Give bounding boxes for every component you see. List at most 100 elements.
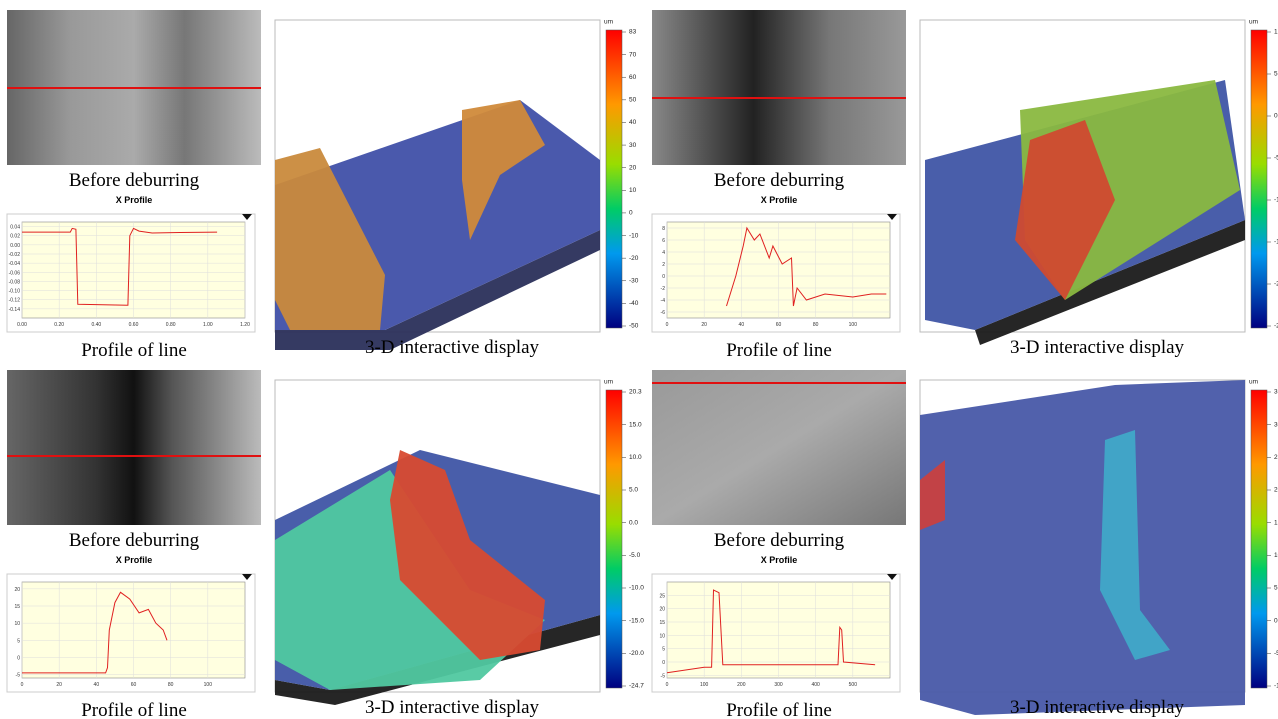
x-tick-label: 100 <box>849 322 858 328</box>
x-tick-label: 500 <box>849 682 858 688</box>
y-tick-label: 15 <box>14 604 20 610</box>
x-tick-label: 1.00 <box>203 322 213 328</box>
colorbar-label: -40 <box>629 300 639 307</box>
display-caption: 3-D interactive display <box>365 697 540 718</box>
y-tick-label: 0.02 <box>10 234 20 240</box>
colorbar-unit: um <box>1249 379 1258 386</box>
y-tick-label: 0 <box>662 660 665 666</box>
y-tick-label: 25 <box>659 593 665 599</box>
y-tick-label: -0.10 <box>9 289 21 295</box>
colorbar-label: -5.0 <box>629 552 641 559</box>
colorbar-label: -20 <box>629 255 639 262</box>
x-tick-label: 300 <box>774 682 783 688</box>
profile-caption: Profile of line <box>81 340 187 361</box>
colorbar <box>1251 390 1267 688</box>
y-tick-label: 2 <box>662 262 665 268</box>
x-tick-label: 0 <box>666 682 669 688</box>
colorbar-label: 0. <box>1274 617 1278 624</box>
colorbar-label: 36. <box>1274 389 1278 396</box>
y-tick-label: 8 <box>662 226 665 232</box>
colorbar-label: -30 <box>629 277 639 284</box>
image-caption: Before deburring <box>69 170 200 191</box>
colorbar-label: 50 <box>629 97 637 104</box>
micrograph <box>652 370 906 525</box>
x-tick-label: 200 <box>737 682 746 688</box>
y-tick-label: -0.04 <box>9 261 21 267</box>
colorbar-unit: um <box>1249 19 1258 26</box>
y-tick-label: -0.14 <box>9 307 21 313</box>
x-tick-label: 0.20 <box>54 322 64 328</box>
colorbar-label: -10.0 <box>629 585 644 592</box>
colorbar-label: 15. <box>1274 519 1278 526</box>
y-tick-label: 0 <box>662 274 665 280</box>
colorbar-label: 0.0 <box>629 519 638 526</box>
figure: Before deburring X Profile 0.0 0 0.20 0. 40 0.6… <box>0 0 1278 719</box>
colorbar <box>606 30 622 328</box>
y-tick-label: 10 <box>14 621 20 627</box>
colorbar-label: -15.0 <box>1274 239 1278 246</box>
colorbar-label: 83 <box>629 29 637 36</box>
profile-title: X Profile <box>761 195 798 205</box>
image-caption: Before deburring <box>714 530 845 551</box>
colorbar-unit: um <box>604 19 613 26</box>
display-caption: 3-D interactive display <box>1010 697 1185 718</box>
colorbar-label: 30. <box>1274 421 1278 428</box>
surface-region <box>920 380 1245 715</box>
y-tick-label: 0.04 <box>10 225 20 231</box>
y-tick-label: -2 <box>661 286 666 292</box>
colorbar-label: 25. <box>1274 454 1278 461</box>
colorbar-label: 30 <box>629 142 637 149</box>
y-tick-label: -0.02 <box>9 252 21 258</box>
y-tick-label: -5 <box>661 673 666 679</box>
x-tick-label: 0 <box>21 682 24 688</box>
profile-title: X Profile <box>116 195 153 205</box>
profile-caption: Profile of line <box>726 700 832 719</box>
x-tick-label: 0.80 <box>166 322 176 328</box>
colorbar <box>1251 30 1267 328</box>
y-tick-label: 5 <box>662 647 665 653</box>
colorbar-label: 10 <box>629 187 637 194</box>
colorbar-label: 10. <box>1274 552 1278 559</box>
colorbar-label: 5.0 <box>1274 71 1278 78</box>
colorbar-label: -23.9 <box>1274 323 1278 330</box>
colorbar-label: -10.0 <box>1274 197 1278 204</box>
x-tick-label: 40 <box>94 682 100 688</box>
colorbar-label: -15.0 <box>629 617 644 624</box>
colorbar-label: 20. <box>1274 487 1278 494</box>
x-tick-label: 100 <box>204 682 213 688</box>
colorbar-label: 5.0 <box>629 487 638 494</box>
y-tick-label: -0.12 <box>9 298 21 304</box>
image-caption: Before deburring <box>69 530 200 551</box>
y-tick-label: 5 <box>17 638 20 644</box>
colorbar-label: 0 <box>629 210 633 217</box>
y-tick-label: 20 <box>659 607 665 613</box>
colorbar-label: 0.0 <box>1274 113 1278 120</box>
micrograph <box>7 370 261 525</box>
x-tick-label: 60 <box>776 322 782 328</box>
x-tick-label: 1.20 <box>240 322 250 328</box>
colorbar-label: 5. <box>1274 585 1278 592</box>
y-tick-label: -6 <box>661 310 666 316</box>
colorbar-label: -50 <box>629 323 639 330</box>
x-tick-label: 20 <box>701 322 707 328</box>
colorbar-label: -24.7 <box>629 683 644 690</box>
colorbar-label: 60 <box>629 74 637 81</box>
y-tick-label: 15 <box>659 620 665 626</box>
x-tick-label: 0.60 <box>129 322 139 328</box>
colorbar-unit: um <box>604 379 613 386</box>
y-tick-label: 20 <box>14 587 20 593</box>
colorbar <box>606 390 622 688</box>
colorbar-label: 12.3 <box>1274 29 1278 36</box>
display-caption: 3-D interactive display <box>1010 337 1185 358</box>
colorbar-label: -10 <box>629 232 639 239</box>
profile-title: X Profile <box>761 555 798 565</box>
x-tick-label: 100 <box>700 682 709 688</box>
image-caption: Before deburring <box>714 170 845 191</box>
y-tick-label: 0 <box>17 655 20 661</box>
colorbar-label: -5. <box>1274 650 1278 657</box>
x-tick-label: 40 <box>739 322 745 328</box>
colorbar-label: 10.0 <box>629 454 642 461</box>
